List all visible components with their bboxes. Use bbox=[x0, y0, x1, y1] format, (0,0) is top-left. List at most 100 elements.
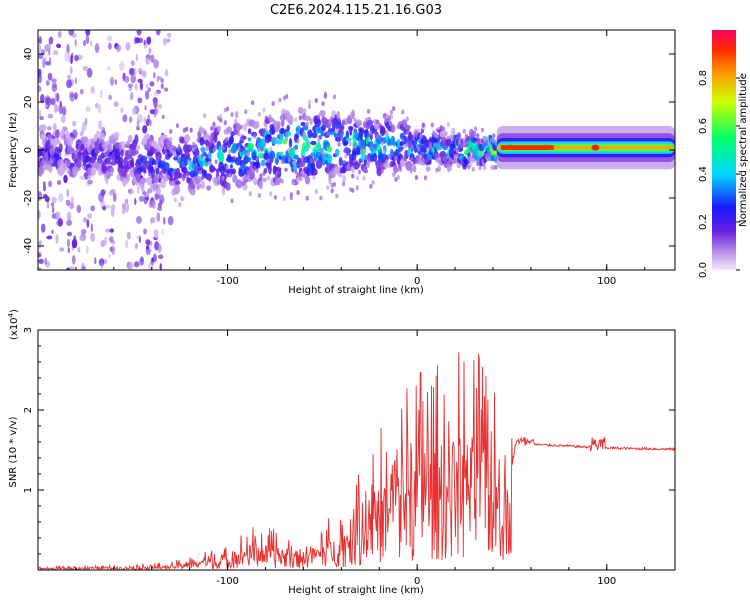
noise-speck bbox=[94, 257, 97, 265]
spectrogram-halo bbox=[269, 191, 273, 197]
spectrogram-halo bbox=[480, 158, 484, 164]
noise-speck bbox=[130, 74, 136, 84]
spectrogram-cell bbox=[54, 138, 61, 145]
spectrogram-halo bbox=[351, 173, 355, 179]
spectrogram-halo bbox=[251, 119, 255, 125]
noise-speck bbox=[153, 72, 156, 79]
spectrogram-cell bbox=[379, 126, 386, 135]
spectrogram-cell bbox=[298, 107, 304, 115]
spectrogram-peak bbox=[500, 145, 554, 150]
spectrogram-halo bbox=[476, 133, 480, 139]
colorbar-tick-label: 0.8 bbox=[698, 70, 709, 86]
spectrogram-halo bbox=[426, 157, 430, 163]
spectrogram-cell bbox=[229, 136, 234, 145]
spectrogram-halo bbox=[314, 189, 318, 195]
spectrogram-halo bbox=[357, 169, 362, 175]
noise-speck bbox=[109, 246, 114, 252]
spectrogram-cell bbox=[404, 124, 412, 130]
spectrogram-halo bbox=[364, 155, 368, 160]
spectrogram-halo bbox=[339, 134, 343, 140]
noise-speck bbox=[136, 125, 140, 131]
y-tick-label: 3 bbox=[23, 327, 34, 333]
spectrogram-halo bbox=[253, 166, 257, 171]
noise-speck bbox=[134, 261, 140, 268]
spectrogram-halo bbox=[317, 137, 321, 143]
noise-speck bbox=[47, 113, 54, 119]
spectrogram-cell bbox=[307, 143, 311, 149]
spectrogram-cell bbox=[177, 172, 183, 179]
noise-speck bbox=[42, 57, 46, 68]
spectrogram-halo bbox=[285, 135, 289, 141]
noise-speck bbox=[126, 231, 131, 240]
spectrogram-cell bbox=[151, 159, 157, 166]
snr-multiplier: (x104) bbox=[7, 309, 20, 340]
spectrogram-cell bbox=[106, 157, 111, 166]
noise-speck bbox=[51, 196, 57, 204]
spectrogram-cell bbox=[224, 136, 229, 143]
spectrogram-halo bbox=[401, 137, 405, 142]
snr-xlabel: Height of straight line (km) bbox=[288, 585, 424, 596]
spectrogram-cell bbox=[199, 160, 204, 168]
spectrogram-halo bbox=[214, 144, 218, 150]
noise-speck bbox=[38, 44, 42, 54]
spectrogram-halo bbox=[305, 195, 309, 201]
noise-speck bbox=[130, 188, 133, 195]
noise-speck bbox=[72, 129, 78, 139]
spectrogram-halo bbox=[319, 195, 323, 201]
spectrogram-halo bbox=[346, 150, 350, 156]
spectrogram-halo bbox=[298, 115, 302, 121]
spectrogram-cell bbox=[121, 140, 126, 151]
spectrogram-cell bbox=[208, 174, 212, 182]
spectrogram-halo bbox=[173, 152, 177, 158]
noise-speck bbox=[100, 262, 104, 270]
noise-speck bbox=[158, 254, 164, 260]
spectrogram-halo bbox=[194, 144, 198, 150]
spectrogram-halo bbox=[287, 157, 291, 163]
spectrogram-halo bbox=[219, 117, 223, 123]
noise-speck bbox=[70, 54, 73, 65]
spectrogram-halo bbox=[235, 113, 239, 119]
spectrogram-cell bbox=[66, 145, 74, 155]
spectrogram-halo bbox=[244, 109, 248, 115]
noise-speck bbox=[57, 31, 62, 38]
spectrogram-cell bbox=[321, 124, 326, 132]
y-tick-label: 2 bbox=[23, 407, 34, 413]
noise-speck bbox=[145, 239, 151, 246]
spectrogram-halo bbox=[273, 194, 277, 200]
chart-title: C2E6.2024.115.21.16.G03 bbox=[270, 3, 442, 18]
noise-speck bbox=[148, 47, 152, 55]
noise-speck bbox=[44, 44, 50, 52]
spectrogram-halo bbox=[401, 109, 405, 115]
spectrogram-cell bbox=[97, 159, 105, 164]
spectrogram-halo bbox=[198, 170, 202, 175]
spectrogram-cell bbox=[132, 142, 137, 151]
spectrogram-cell bbox=[162, 148, 167, 155]
noise-speck bbox=[94, 102, 99, 109]
spectrogram-cell bbox=[260, 138, 267, 149]
noise-speck bbox=[83, 40, 86, 47]
noise-speck bbox=[147, 87, 152, 93]
noise-speck bbox=[63, 174, 68, 184]
spectrogram-halo bbox=[310, 158, 314, 164]
spectrogram-halo bbox=[464, 141, 469, 146]
noise-speck bbox=[80, 229, 87, 235]
spectrogram-halo bbox=[410, 156, 414, 162]
snr-frame bbox=[37, 329, 676, 571]
spectrogram-cell bbox=[208, 151, 212, 160]
noise-speck bbox=[149, 109, 156, 115]
noise-speck bbox=[72, 120, 77, 127]
spectrogram-ylabel: Frequency (Hz) bbox=[8, 112, 19, 188]
spectrogram-halo bbox=[244, 178, 248, 184]
spectrogram-halo bbox=[478, 151, 482, 157]
spectrogram-halo bbox=[228, 149, 232, 154]
spectrogram-halo bbox=[405, 116, 409, 122]
x-tick-label: 0 bbox=[414, 276, 420, 287]
spectrogram-cell bbox=[336, 110, 340, 120]
spectrogram-halo bbox=[239, 124, 243, 130]
noise-speck bbox=[159, 194, 165, 205]
noise-speck bbox=[98, 103, 101, 114]
noise-speck bbox=[128, 87, 132, 92]
noise-speck bbox=[79, 175, 86, 181]
noise-speck bbox=[71, 33, 77, 39]
noise-speck bbox=[69, 66, 73, 74]
